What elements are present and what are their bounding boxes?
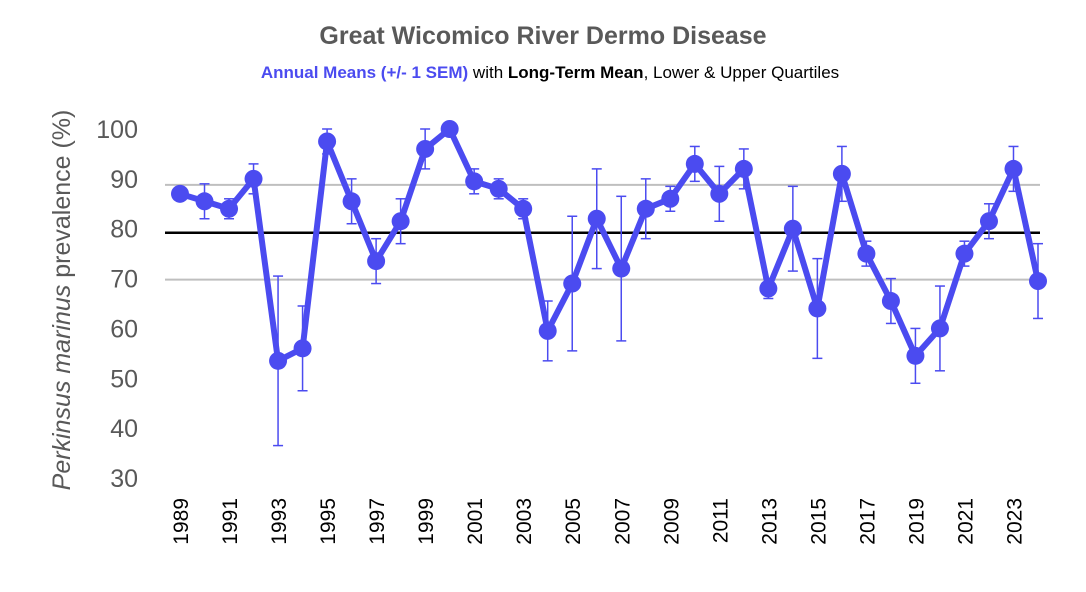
x-tick-label: 2013 <box>758 498 781 545</box>
y-axis-label: Perkinsus marinus prevalence (%) <box>48 110 76 491</box>
subtitle-quartiles-label: , Lower & Upper Quartiles <box>644 63 840 82</box>
x-tick-label: 2021 <box>954 498 977 545</box>
x-tick-label: 1989 <box>170 498 193 545</box>
data-point <box>1029 272 1047 291</box>
data-point <box>489 179 508 198</box>
x-tick-label: 2019 <box>905 498 928 545</box>
data-point <box>342 192 361 211</box>
data-point <box>587 209 606 228</box>
data-point <box>465 172 484 191</box>
x-tick-label: 1991 <box>219 498 242 545</box>
x-tick-label: 1993 <box>268 498 291 545</box>
data-point <box>293 339 312 358</box>
x-tick-label: 1995 <box>317 498 340 545</box>
x-tick-label: 2007 <box>611 498 634 545</box>
data-point <box>318 132 337 151</box>
x-tick-label: 1997 <box>366 498 389 545</box>
data-point <box>416 139 435 158</box>
y-tick-label: 100 <box>96 116 138 144</box>
data-point <box>269 351 288 370</box>
x-tick-label: 2023 <box>1003 498 1026 545</box>
data-point <box>563 274 582 293</box>
y-tick-label: 90 <box>110 166 138 194</box>
data-point <box>612 259 631 278</box>
data-point <box>440 120 459 138</box>
data-point <box>979 212 998 231</box>
series-line-annual-means <box>179 126 1041 364</box>
chart-title: Great Wicomico River Dermo Disease <box>319 22 766 50</box>
data-point <box>514 199 533 218</box>
subtitle-mean-label: Long-Term Mean <box>508 63 644 82</box>
data-point <box>538 321 557 340</box>
data-point <box>955 244 974 263</box>
data-point <box>906 346 925 365</box>
data-point <box>685 154 704 173</box>
y-tick-label: 60 <box>110 315 138 343</box>
y-tick-label: 30 <box>110 465 138 493</box>
data-point <box>881 292 900 311</box>
data-point <box>1004 159 1023 178</box>
y-tick-label: 80 <box>110 216 138 244</box>
data-point <box>391 212 410 231</box>
data-point <box>244 169 263 188</box>
x-tick-label: 1999 <box>415 498 438 545</box>
x-tick-label: 2015 <box>807 498 830 545</box>
data-point <box>367 252 386 271</box>
y-tick-label: 70 <box>110 266 138 294</box>
x-tick-label: 2011 <box>709 498 732 543</box>
data-point <box>734 159 753 178</box>
data-point <box>195 192 214 211</box>
data-point <box>636 199 655 218</box>
y-tick-label: 40 <box>110 415 138 443</box>
data-point <box>857 244 876 263</box>
y-tick-label: 50 <box>110 365 138 393</box>
x-tick-label: 2017 <box>856 498 879 545</box>
data-point <box>759 279 778 298</box>
data-point <box>710 184 729 203</box>
data-point <box>783 219 802 238</box>
subtitle-series-label: Annual Means (+/- 1 SEM) <box>261 63 468 82</box>
data-point <box>832 164 851 183</box>
x-tick-label: 2001 <box>464 498 487 545</box>
data-point <box>220 199 239 218</box>
y-axis-label-rest: prevalence (%) <box>48 110 76 285</box>
subtitle-connector: with <box>468 63 508 82</box>
data-point <box>930 319 949 338</box>
data-point <box>661 189 680 208</box>
chart-subtitle: Annual Means (+/- 1 SEM) with Long-Term … <box>261 63 839 82</box>
x-tick-label: 2003 <box>513 498 536 545</box>
x-tick-label: 2005 <box>562 498 585 545</box>
plot-area: 30 40 50 60 70 80 90 100 1989 1991 1993 1995 1997 199… <box>96 116 1047 545</box>
data-point <box>171 184 189 203</box>
y-axis-label-species: Perkinsus marinus <box>48 285 76 491</box>
data-point <box>808 299 827 318</box>
x-tick-label: 2009 <box>660 498 683 545</box>
